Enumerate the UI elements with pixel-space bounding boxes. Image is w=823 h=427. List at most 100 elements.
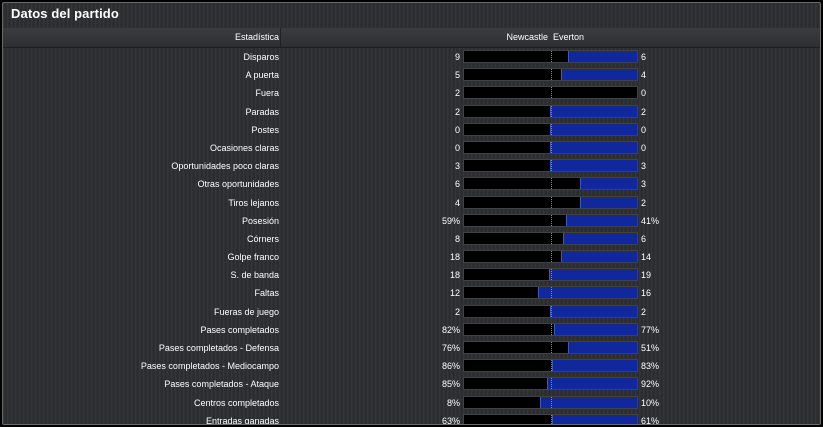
bar-midline <box>551 178 552 190</box>
bar-midline <box>551 251 552 263</box>
table-row: Córners 8 6 <box>3 230 820 248</box>
home-value: 3 <box>454 161 460 172</box>
away-value: 83% <box>641 361 660 372</box>
stat-label: S. de banda <box>230 270 279 281</box>
away-value: 0 <box>641 142 647 153</box>
home-value: 2 <box>454 306 460 317</box>
comparison-bar <box>463 304 638 318</box>
away-bar-fill <box>563 232 637 244</box>
away-value: 16 <box>641 288 652 299</box>
bar-midline <box>551 342 552 353</box>
comparison-bar <box>463 50 638 63</box>
bar-midline <box>551 305 552 317</box>
away-bar-fill <box>554 323 637 335</box>
comparison-bar <box>463 140 638 154</box>
bar-midline <box>551 214 552 226</box>
table-row: Tiros lejanos 4 2 <box>3 194 820 212</box>
away-bar-fill <box>561 251 637 263</box>
comparison-bar <box>463 377 638 391</box>
bar-midline <box>551 69 552 81</box>
table-row: Disparos 9 6 <box>3 48 820 66</box>
stat-label: Tiros lejanos <box>228 197 279 208</box>
stat-label: Golpe franco <box>227 252 279 263</box>
home-value: 18 <box>449 252 460 263</box>
away-bar-fill <box>552 360 637 372</box>
home-value: 8 <box>454 233 460 244</box>
away-bar-fill <box>550 105 637 117</box>
stat-label: Pases completados <box>200 324 279 335</box>
away-bar-fill <box>547 378 637 390</box>
away-bar-fill <box>550 305 637 317</box>
table-row: Pases completados - Mediocampo 86% 83% <box>3 357 820 375</box>
away-value: 0 <box>641 124 647 135</box>
away-value: 2 <box>641 306 647 317</box>
stat-label: Pases completados - Ataque <box>164 379 279 390</box>
header-divider <box>280 28 281 47</box>
table-row: Golpe franco 18 14 <box>3 248 820 266</box>
header-stat-label: Estadística <box>234 32 279 42</box>
stat-label: Entradas ganadas <box>205 415 279 425</box>
home-value: 2 <box>454 106 460 117</box>
away-value: 51% <box>641 343 660 353</box>
home-value: 76% <box>441 343 460 353</box>
stat-label: Centros completados <box>193 397 279 408</box>
stat-label: Córners <box>246 233 279 244</box>
stat-label: Faltas <box>254 288 279 299</box>
bar-midline <box>551 287 552 299</box>
away-value: 19 <box>641 270 652 281</box>
table-row: A puerta 5 4 <box>3 66 820 84</box>
header-away-team: Everton <box>553 32 585 42</box>
stat-label: Disparos <box>243 52 279 62</box>
away-bar-fill <box>538 287 637 299</box>
away-bar-fill <box>550 160 637 172</box>
away-value: 0 <box>641 88 647 99</box>
comparison-bar <box>463 104 638 118</box>
home-value: 18 <box>449 270 460 281</box>
away-bar-fill <box>568 51 637 62</box>
bar-midline <box>551 160 552 172</box>
away-value: 6 <box>641 52 647 62</box>
comparison-bar <box>463 213 638 227</box>
bar-midline <box>551 141 552 153</box>
comparison-bar <box>463 159 638 173</box>
stat-label: Fueras de juego <box>213 306 279 317</box>
away-value: 77% <box>641 324 660 335</box>
comparison-bar <box>463 413 638 424</box>
stat-label: Postes <box>251 124 279 135</box>
away-value: 92% <box>641 379 660 390</box>
stat-label: Paradas <box>245 106 279 117</box>
bar-midline <box>551 232 552 244</box>
home-value: 8% <box>446 397 460 408</box>
home-value: 12 <box>449 288 460 299</box>
home-value: 9 <box>454 52 460 62</box>
comparison-bar <box>463 395 638 409</box>
home-value: 85% <box>441 379 460 390</box>
table-row: Pases completados - Ataque 85% 92% <box>3 375 820 393</box>
stat-label: A puerta <box>245 70 279 81</box>
comparison-bar <box>463 177 638 191</box>
away-value: 61% <box>641 415 660 425</box>
comparison-bar <box>463 322 638 336</box>
table-row: Fuera 2 0 <box>3 84 820 102</box>
away-bar-fill <box>540 396 637 408</box>
bar-midline <box>551 196 552 208</box>
away-bar-fill <box>550 123 637 135</box>
away-bar-fill <box>580 196 637 208</box>
home-value: 4 <box>454 197 460 208</box>
table-row: Paradas 2 2 <box>3 103 820 121</box>
bar-midline <box>551 323 552 335</box>
bar-midline <box>551 123 552 135</box>
home-value: 0 <box>454 124 460 135</box>
table-row: Pases completados 82% 77% <box>3 321 820 339</box>
bar-midline <box>551 414 552 424</box>
stat-label: Ocasiones claras <box>209 142 279 153</box>
stat-label: Otras oportunidades <box>197 179 279 190</box>
header-home-team: Newcastle <box>506 32 548 42</box>
table-header: Estadística Newcastle Everton <box>3 28 820 48</box>
table-row: Faltas 12 16 <box>3 284 820 302</box>
table-row: Fueras de juego 2 2 <box>3 303 820 321</box>
table-row: Postes 0 0 <box>3 121 820 139</box>
away-value: 3 <box>641 179 647 190</box>
away-bar-fill <box>568 342 637 353</box>
home-value: 63% <box>441 415 460 425</box>
